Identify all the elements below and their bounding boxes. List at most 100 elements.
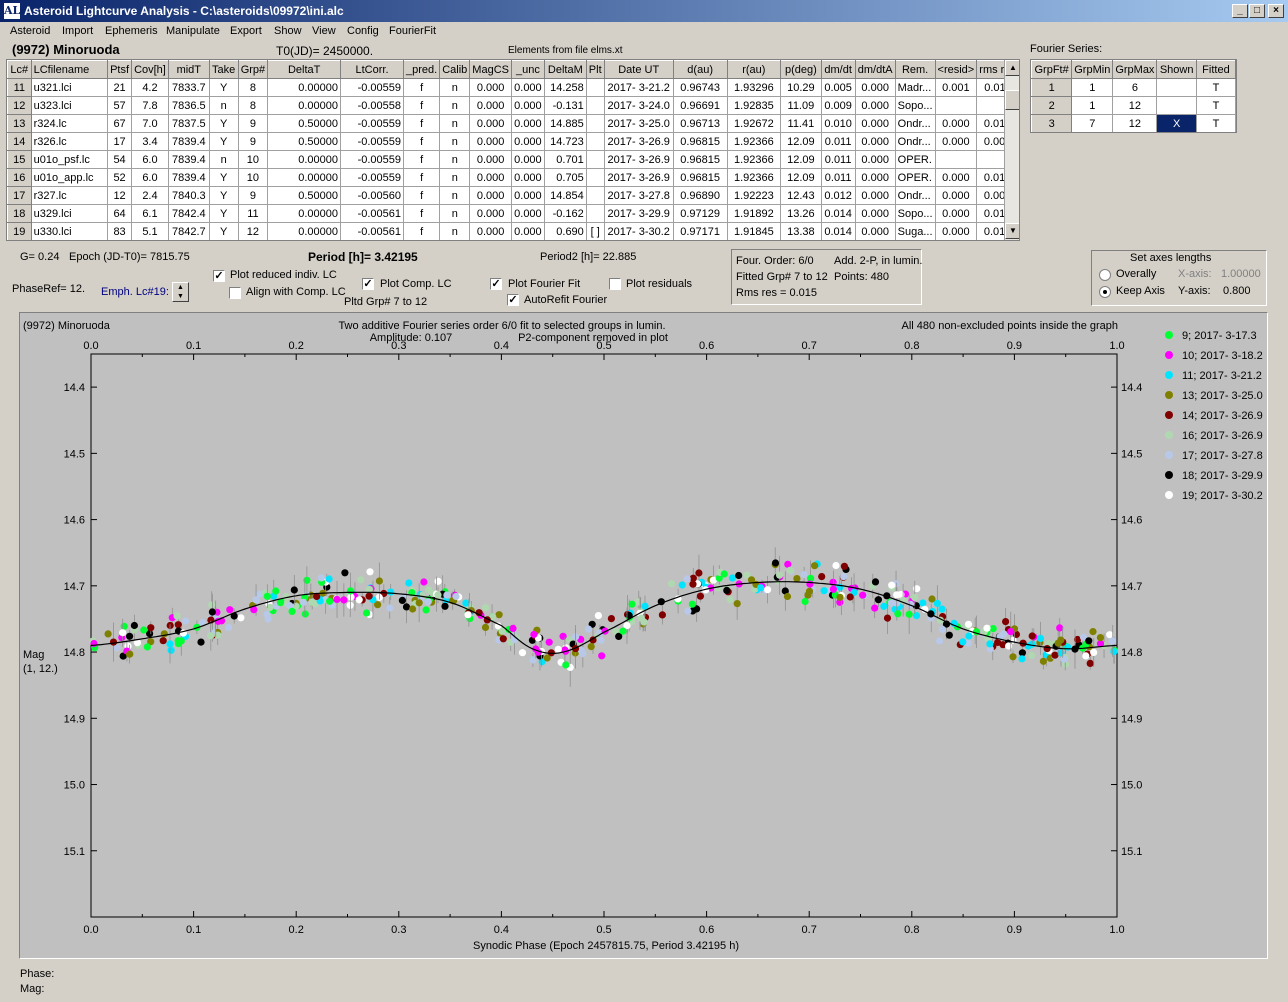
lc-cell[interactable]: 0.000 [854,204,896,223]
lc-cell[interactable]: 0.012 [820,186,856,205]
lc-cell[interactable]: 0.000 [510,114,545,133]
lc-table-row[interactable]: 13 r324.lc 67 7.0 7837.5 Y 9 0.50000 -0.00559 f n 0… [7,114,1019,133]
lc-col-header[interactable]: Take [208,60,239,79]
lc-row-number[interactable]: 12 [7,96,32,115]
lc-table-row[interactable]: 15 u01o_psf.lc 54 6.0 7839.4 n 10 0.00000 -0.005… [7,150,1019,169]
plot-residuals-checkbox[interactable] [609,278,621,290]
lc-cell[interactable]: 2017- 3-25.0 [603,114,674,133]
lc-cell[interactable]: 7836.5 [167,96,210,115]
lc-cell[interactable]: 6.1 [131,204,169,223]
menu-export[interactable]: Export [230,25,262,37]
lc-cell[interactable] [585,186,605,205]
lc-col-header[interactable]: Grp# [237,60,269,79]
lc-cell[interactable]: 0.00000 [267,150,341,169]
lc-cell[interactable]: -0.131 [543,96,587,115]
lc-cell[interactable]: n [208,96,239,115]
menu-config[interactable]: Config [347,25,379,37]
lc-cell[interactable]: -0.00558 [339,96,405,115]
lc-table-row[interactable]: 19 u330.lci 83 5.1 7842.7 Y 12 0.00000 -0.00561 f… [7,222,1019,240]
lc-cell[interactable]: n [439,150,471,169]
fourier-row-number[interactable]: 1 [1031,78,1073,97]
lc-col-header[interactable]: Lc# [7,60,32,79]
lc-cell[interactable]: 0.000 [510,168,545,187]
lc-cell[interactable]: f [403,204,441,223]
lc-cell[interactable]: 7833.7 [167,78,210,97]
menu-asteroid[interactable]: Asteroid [10,25,51,37]
lc-cell[interactable]: 0.000 [854,168,896,187]
lc-row-number[interactable]: 19 [7,222,32,240]
lc-col-header[interactable]: LCfilename [30,60,109,79]
keep-axis-radio[interactable] [1099,286,1111,298]
scroll-down-button[interactable]: ▼ [1005,223,1019,239]
lc-cell[interactable]: 52 [107,168,133,187]
lc-cell[interactable]: 0.00000 [267,96,341,115]
lc-cell[interactable]: f [403,114,441,133]
lc-cell[interactable]: 0.96815 [672,150,728,169]
lc-cell[interactable]: 0.011 [820,132,856,151]
lc-cell[interactable]: 10 [237,168,269,187]
lc-cell[interactable]: Y [208,222,239,240]
lc-cell[interactable]: 2017- 3-24.0 [603,96,674,115]
lc-cell[interactable]: -0.00559 [339,78,405,97]
lc-cell[interactable]: u01o_app.lc [30,168,109,187]
lc-cell[interactable]: 0.011 [820,150,856,169]
fourier-cell[interactable]: 12 [1112,114,1158,132]
lc-cell[interactable] [934,96,978,115]
lc-cell[interactable]: 0.96743 [672,78,728,97]
lc-table-row[interactable]: 16 u01o_app.lc 52 6.0 7839.4 Y 10 0.00000 -0.005… [7,168,1019,187]
lc-cell[interactable]: 0.000 [469,168,512,187]
lc-cell[interactable]: 14.854 [543,186,587,205]
lc-cell[interactable]: 7.8 [131,96,169,115]
lc-cell[interactable]: 7840.3 [167,186,210,205]
lc-cell[interactable]: Sopo... [894,204,936,223]
lightcurve-chart[interactable]: (9972) Minoruoda Two additive Fourier se… [20,313,1267,958]
lc-cell[interactable]: 0.000 [510,78,545,97]
lc-cell[interactable]: 0.000 [510,222,545,240]
lc-cell[interactable]: 0.000 [854,186,896,205]
lc-cell[interactable]: 0.50000 [267,114,341,133]
y-axis-value[interactable]: 0.800 [1223,285,1251,297]
lc-cell[interactable]: 1.92366 [726,168,782,187]
lc-cell[interactable]: 0.000 [854,96,896,115]
lc-cell[interactable]: 0.00000 [267,204,341,223]
lc-cell[interactable]: 0.000 [469,132,512,151]
lc-cell[interactable]: Ondr... [894,186,936,205]
lc-cell[interactable]: 0.000 [469,222,512,240]
lc-cell[interactable]: 6.0 [131,150,169,169]
fourier-cell[interactable]: 1 [1071,96,1114,115]
lc-cell[interactable]: 12.09 [780,132,822,151]
lc-cell[interactable]: 12 [237,222,269,240]
lc-cell[interactable]: Y [208,168,239,187]
lc-col-header[interactable]: Date UT [603,60,674,79]
lc-col-header[interactable]: DeltaT [267,60,341,79]
lc-cell[interactable]: 7839.4 [167,150,210,169]
fourier-col-header[interactable]: Fitted [1195,60,1236,79]
lc-cell[interactable]: 7839.4 [167,132,210,151]
lc-col-header[interactable]: _unc [510,60,545,79]
lc-cell[interactable]: 11.41 [780,114,822,133]
lc-cell[interactable]: 12.09 [780,150,822,169]
lc-cell[interactable]: 83 [107,222,133,240]
lc-cell[interactable]: n [208,150,239,169]
lc-col-header[interactable]: Rem. [894,60,936,79]
lc-cell[interactable] [585,168,605,187]
lc-table-row[interactable]: 17 r327.lc 12 2.4 7840.3 Y 9 0.50000 -0.00560 f n 0… [7,186,1019,205]
lc-cell[interactable]: u01o_psf.lc [30,150,109,169]
lc-cell[interactable]: -0.00561 [339,204,405,223]
lc-cell[interactable]: 13.26 [780,204,822,223]
lc-cell[interactable]: 21 [107,78,133,97]
lc-cell[interactable]: -0.00560 [339,186,405,205]
lc-cell[interactable]: 0.00000 [267,168,341,187]
lc-cell[interactable]: Ondr... [894,132,936,151]
lc-table-row[interactable]: 11 u321.lci 21 4.2 7833.7 Y 8 0.00000 -0.00559 f n… [7,78,1019,97]
lc-row-number[interactable]: 16 [7,168,32,187]
lc-cell[interactable]: 12.09 [780,168,822,187]
lc-cell[interactable]: 0.001 [934,78,978,97]
lc-cell[interactable] [585,150,605,169]
lc-cell[interactable]: 0.96713 [672,114,728,133]
fourier-cell[interactable]: T [1195,114,1236,132]
lc-cell[interactable]: 0.00000 [267,78,341,97]
lc-cell[interactable]: 1.92672 [726,114,782,133]
close-button[interactable]: × [1268,4,1284,18]
lc-cell[interactable]: 0.97129 [672,204,728,223]
